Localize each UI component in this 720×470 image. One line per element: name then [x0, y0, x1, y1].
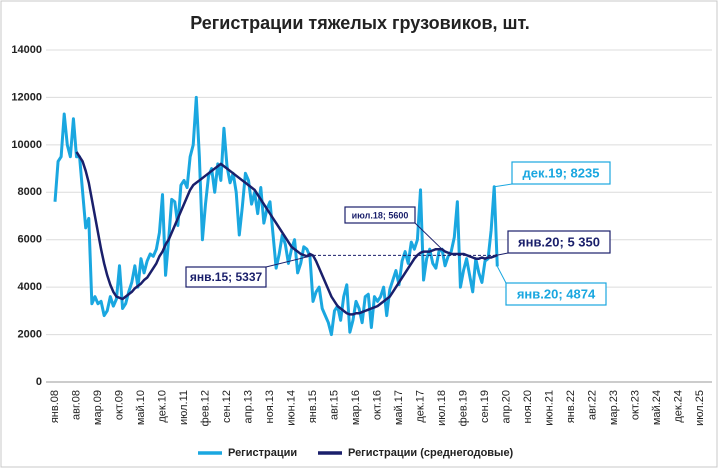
annotation-box [505, 282, 607, 306]
legend-label: Регистрации (среднегодовые) [348, 447, 514, 459]
annotation-leader [414, 222, 443, 250]
x-tick-label: окт.23 [629, 390, 641, 420]
x-tick-label: окт.09 [113, 390, 125, 420]
x-tick-label: май.10 [135, 390, 147, 425]
annotation-leader [496, 266, 507, 284]
y-tick-label: 6000 [18, 234, 42, 246]
series-line [53, 95, 499, 337]
x-tick-label: авг.22 [586, 390, 598, 420]
annotation-label: дек.19; 8235 [523, 165, 600, 180]
annotation-box [185, 266, 267, 288]
y-tick-label: 0 [36, 376, 42, 388]
x-tick-label: ноя.13 [264, 390, 276, 423]
y-tick-label: 10000 [11, 139, 42, 151]
x-tick-label: янв.15 [307, 390, 319, 423]
y-tick-label: 2000 [18, 328, 42, 340]
annotation-leader [265, 254, 314, 268]
x-tick-label: авг.15 [328, 390, 340, 420]
x-tick-label: июл.18 [436, 390, 448, 426]
x-tick-label: сен.19 [479, 390, 491, 423]
x-tick-label: май.17 [393, 390, 405, 425]
legend-label: Регистрации [228, 447, 297, 459]
chart-title: Регистрации тяжелых грузовиков, шт. [190, 13, 530, 33]
x-tick-label: июл.25 [694, 390, 706, 426]
annotation-label: янв.15; 5337 [190, 270, 263, 284]
x-tick-label: апр.13 [242, 390, 254, 423]
series-line [75, 151, 498, 316]
y-tick-label: 12000 [11, 91, 42, 103]
y-tick-label: 8000 [18, 186, 42, 198]
annotation-box [507, 230, 611, 254]
annotation-box [344, 206, 416, 224]
x-tick-label: дек.10 [156, 390, 168, 423]
x-tick-label: мар.16 [350, 390, 362, 425]
x-tick-label: янв.08 [49, 390, 61, 423]
x-tick-label: май.24 [651, 390, 663, 425]
x-tick-label: сен.12 [221, 390, 233, 423]
x-tick-label: дек.24 [672, 390, 684, 423]
x-tick-label: фев.19 [457, 390, 469, 426]
x-tick-label: июн.21 [543, 390, 555, 426]
annotation-box [511, 161, 611, 185]
x-tick-label: мар.09 [92, 390, 104, 425]
x-tick-label: апр.20 [500, 390, 512, 423]
x-tick-label: ноя.20 [522, 390, 534, 423]
y-tick-label: 14000 [11, 44, 42, 56]
x-tick-label: дек.17 [414, 390, 426, 423]
annotation-leader [494, 183, 513, 188]
x-tick-label: авг.08 [70, 390, 82, 420]
x-tick-label: мар.23 [608, 390, 620, 425]
x-tick-label: июн.14 [285, 390, 297, 426]
x-tick-label: фев.12 [199, 390, 211, 426]
annotation-label: янв.20; 5 350 [518, 234, 600, 249]
x-tick-label: янв.22 [565, 390, 577, 423]
y-tick-label: 4000 [18, 281, 42, 293]
annotation-label: янв.20; 4874 [517, 286, 596, 301]
annotation-label: июл.18; 5600 [352, 210, 409, 220]
x-tick-label: окт.16 [371, 390, 383, 420]
annotation-leader [497, 252, 509, 256]
x-tick-label: июл.11 [178, 390, 190, 425]
